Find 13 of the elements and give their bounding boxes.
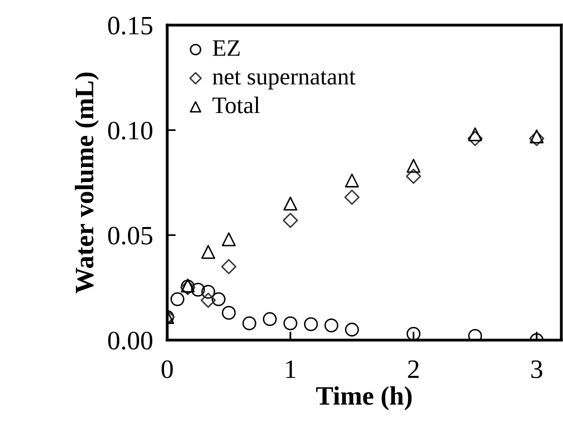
x-tick-label: 0 bbox=[162, 360, 173, 378]
legend-label: Total bbox=[212, 96, 260, 114]
y-tick-label: 0.05 bbox=[108, 226, 152, 245]
y-tick-label: 0.10 bbox=[108, 122, 152, 140]
y-tick-label: 0.00 bbox=[108, 332, 152, 350]
y-tick-label: 0.15 bbox=[108, 16, 152, 35]
x-axis-title: Time (h) bbox=[316, 386, 412, 410]
legend-label: net supernatant bbox=[212, 71, 356, 90]
legend-label: EZ bbox=[212, 40, 240, 56]
x-tick-label: 3 bbox=[531, 360, 542, 378]
x-tick-label: 2 bbox=[408, 360, 419, 378]
x-tick-label: 1 bbox=[286, 360, 296, 378]
y-axis-title: Water volume (mL) bbox=[74, 72, 99, 294]
